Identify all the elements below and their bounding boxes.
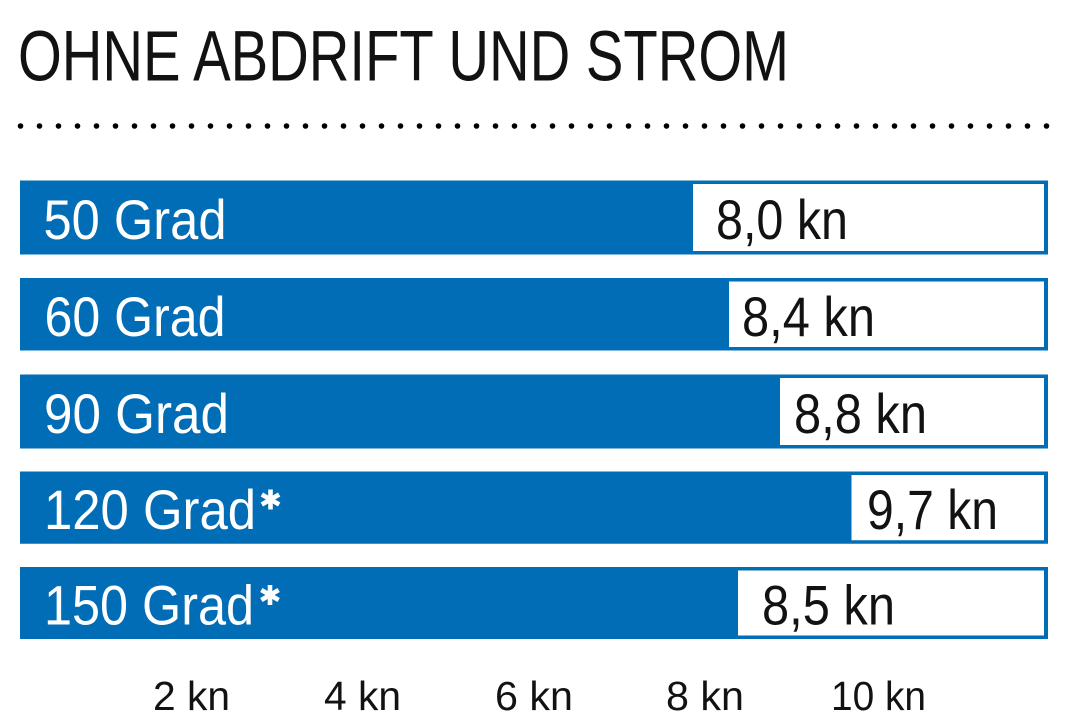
svg-text:9,7 kn: 9,7 kn	[867, 479, 998, 541]
svg-text:4 kn: 4 kn	[324, 673, 401, 712]
svg-text:8,8 kn: 8,8 kn	[794, 383, 927, 445]
svg-text:120 Grad: 120 Grad	[44, 479, 256, 541]
svg-text:10 kn: 10 kn	[831, 673, 926, 712]
svg-text:2 kn: 2 kn	[153, 673, 230, 712]
svg-text:90 Grad: 90 Grad	[44, 383, 229, 445]
svg-text:OHNE ABDRIFT UND STROM: OHNE ABDRIFT UND STROM	[18, 17, 789, 96]
svg-text:8 kn: 8 kn	[666, 673, 744, 712]
svg-text:150 Grad: 150 Grad	[44, 575, 254, 637]
svg-text:50 Grad: 50 Grad	[44, 189, 227, 251]
svg-text:8,5 kn: 8,5 kn	[762, 575, 895, 637]
svg-text:8,4 kn: 8,4 kn	[742, 286, 875, 348]
svg-text:60 Grad: 60 Grad	[45, 286, 226, 348]
svg-text:8,0 kn: 8,0 kn	[716, 189, 848, 251]
svg-text:6 kn: 6 kn	[495, 673, 573, 712]
